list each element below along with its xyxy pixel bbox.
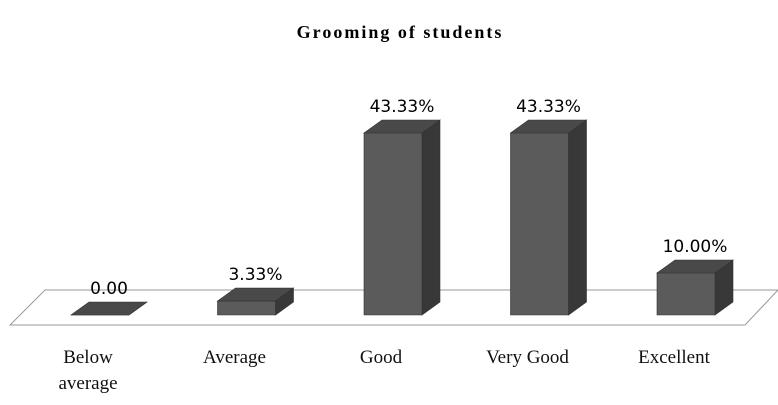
- bar-top: [509, 119, 588, 134]
- bar-side: [568, 119, 587, 316]
- value-label: 0.00: [90, 279, 128, 299]
- bar-top: [363, 119, 441, 134]
- bar-front: [217, 300, 276, 316]
- x-tick-label: Good: [359, 347, 403, 368]
- x-tick-label: Excellent: [638, 347, 710, 368]
- bar: [216, 287, 295, 316]
- x-tick-label: Below average: [58, 347, 118, 394]
- value-label: 43.33%: [370, 97, 435, 117]
- value-label: 43.33%: [516, 97, 581, 117]
- value-label: 10.00%: [663, 237, 728, 257]
- value-label: 3.33%: [228, 265, 282, 285]
- bar: [70, 301, 148, 316]
- bar-top: [70, 301, 148, 316]
- x-tick-label: Average: [203, 347, 266, 368]
- bar-front: [363, 132, 423, 316]
- bar: [656, 259, 734, 316]
- chart-title: Grooming of students: [297, 22, 504, 42]
- bar: [509, 119, 588, 316]
- bar-front: [510, 132, 569, 316]
- x-tick-label: Very Good: [486, 347, 569, 368]
- bar-side: [421, 119, 441, 316]
- bar: [363, 119, 441, 316]
- bar-top: [216, 287, 295, 302]
- bar-front: [656, 272, 716, 316]
- bar-top: [656, 259, 734, 274]
